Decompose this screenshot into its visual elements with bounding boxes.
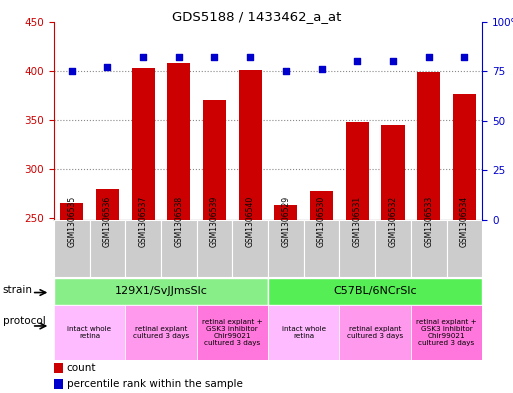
Point — [68, 68, 76, 74]
Bar — [417, 72, 440, 393]
Bar — [196, 220, 232, 277]
Bar — [239, 70, 262, 393]
Bar — [375, 220, 411, 277]
Text: protocol: protocol — [3, 316, 45, 325]
Text: GSM1306540: GSM1306540 — [246, 196, 254, 248]
Text: GSM1306538: GSM1306538 — [174, 196, 183, 248]
Text: strain: strain — [3, 285, 32, 295]
Bar — [411, 305, 482, 360]
Bar — [304, 220, 340, 277]
Text: retinal explant
cultured 3 days: retinal explant cultured 3 days — [347, 326, 403, 339]
Bar — [268, 278, 482, 305]
Text: intact whole
retina: intact whole retina — [282, 326, 326, 339]
Text: GSM1306532: GSM1306532 — [388, 196, 398, 248]
Bar — [453, 94, 476, 393]
Bar — [60, 203, 83, 393]
Text: GSM1306537: GSM1306537 — [139, 196, 148, 248]
Point — [210, 54, 219, 61]
Bar — [340, 220, 375, 277]
Bar — [131, 68, 155, 393]
Point — [353, 58, 361, 64]
Text: count: count — [67, 363, 96, 373]
Bar — [125, 220, 161, 277]
Point — [282, 68, 290, 74]
Text: GSM1306533: GSM1306533 — [424, 196, 433, 248]
Point — [389, 58, 397, 64]
Text: GDS5188 / 1433462_a_at: GDS5188 / 1433462_a_at — [172, 10, 341, 23]
Text: C57BL/6NCrSlc: C57BL/6NCrSlc — [333, 286, 417, 296]
Point — [139, 54, 147, 61]
Bar — [167, 63, 190, 393]
Text: GSM1306535: GSM1306535 — [67, 196, 76, 248]
Bar — [203, 100, 226, 393]
Bar — [232, 220, 268, 277]
Bar — [411, 220, 446, 277]
Bar — [90, 220, 125, 277]
Text: GSM1306536: GSM1306536 — [103, 196, 112, 248]
Bar — [54, 363, 63, 373]
Point — [103, 64, 111, 70]
Point — [425, 54, 433, 61]
Text: percentile rank within the sample: percentile rank within the sample — [67, 379, 243, 389]
Bar — [161, 220, 196, 277]
Bar — [54, 379, 63, 389]
Text: GSM1306529: GSM1306529 — [282, 196, 290, 248]
Text: retinal explant
cultured 3 days: retinal explant cultured 3 days — [133, 326, 189, 339]
Bar — [54, 220, 90, 277]
Bar — [96, 189, 119, 393]
Text: GSM1306539: GSM1306539 — [210, 196, 219, 248]
Bar — [196, 305, 268, 360]
Bar — [274, 205, 298, 393]
Text: GSM1306534: GSM1306534 — [460, 196, 469, 248]
Bar — [346, 122, 369, 393]
Point — [175, 54, 183, 61]
Text: GSM1306530: GSM1306530 — [317, 196, 326, 248]
Bar — [268, 305, 340, 360]
Text: retinal explant +
GSK3 inhibitor
Chir99021
cultured 3 days: retinal explant + GSK3 inhibitor Chir990… — [416, 319, 477, 346]
Text: 129X1/SvJJmsSlc: 129X1/SvJJmsSlc — [114, 286, 207, 296]
Bar — [446, 220, 482, 277]
Bar — [310, 191, 333, 393]
Bar — [54, 278, 268, 305]
Bar — [268, 220, 304, 277]
Point — [318, 66, 326, 72]
Bar — [125, 305, 196, 360]
Bar — [54, 305, 125, 360]
Bar — [381, 125, 405, 393]
Text: GSM1306531: GSM1306531 — [353, 196, 362, 248]
Point — [460, 54, 468, 61]
Text: intact whole
retina: intact whole retina — [68, 326, 112, 339]
Bar — [340, 305, 411, 360]
Text: retinal explant +
GSK3 inhibitor
Chir99021
cultured 3 days: retinal explant + GSK3 inhibitor Chir990… — [202, 319, 263, 346]
Point — [246, 54, 254, 61]
